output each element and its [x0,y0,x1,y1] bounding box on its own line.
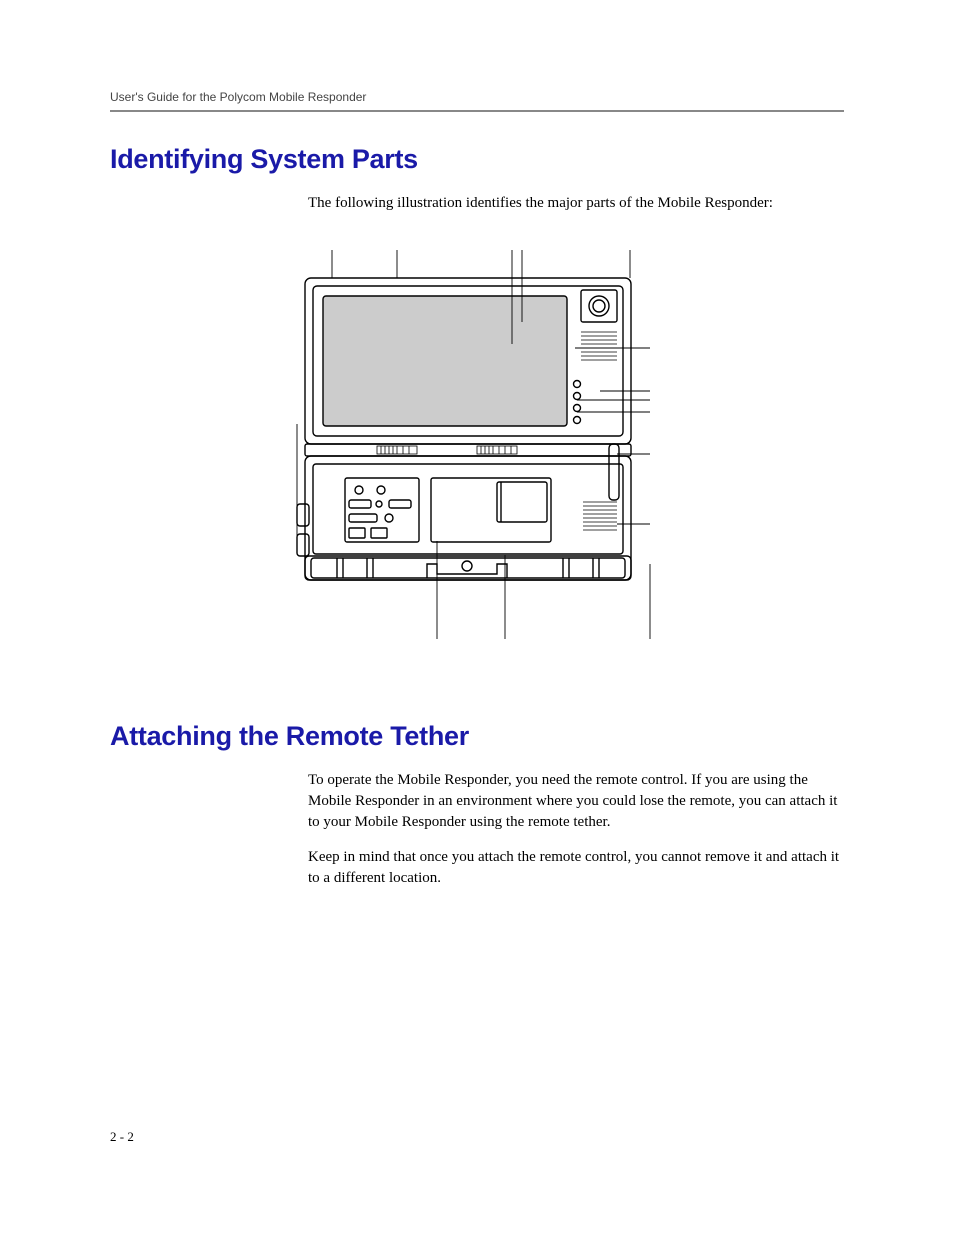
section2-p2: Keep in mind that once you attach the re… [308,847,844,889]
section-heading-identifying: Identifying System Parts [110,144,844,175]
section1-intro: The following illustration identifies th… [308,193,844,214]
section2-p1: To operate the Mobile Responder, you nee… [308,770,844,833]
page-number: 2 - 2 [110,1129,134,1145]
mobile-responder-diagram [277,244,677,656]
section2-body: To operate the Mobile Responder, you nee… [308,770,844,889]
header-rule [110,110,844,112]
figure-container [110,244,844,661]
running-header: User's Guide for the Polycom Mobile Resp… [110,90,844,104]
page-container: User's Guide for the Polycom Mobile Resp… [0,0,954,1235]
section-heading-tether: Attaching the Remote Tether [110,721,844,752]
section1-body: The following illustration identifies th… [308,193,844,214]
